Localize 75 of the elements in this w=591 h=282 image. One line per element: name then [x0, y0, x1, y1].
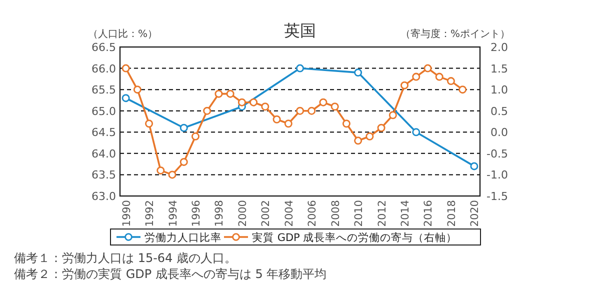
point	[296, 106, 304, 115]
y2-tick-label: -1.0	[486, 168, 508, 182]
point	[319, 98, 328, 106]
y2-tick-label: -1.5	[486, 190, 508, 203]
point	[412, 128, 420, 136]
point	[168, 170, 176, 179]
point	[122, 64, 130, 72]
y-tick-label: 63.0	[92, 190, 116, 203]
point	[342, 120, 350, 128]
y2-tick-label: -0.5	[486, 147, 508, 160]
y2-tick-label: 1.5	[490, 62, 508, 76]
point	[238, 98, 246, 106]
text: 備考２：労働の実質 GDP 成長率への寄与は 5 年移動平均	[14, 267, 327, 281]
point	[214, 90, 223, 98]
x-tick-label: 2018	[446, 200, 458, 227]
y2-tick-label: 0.5	[490, 104, 508, 118]
x-tick-label: 2004	[283, 200, 296, 227]
point	[272, 115, 281, 124]
y-tick-label: 66.5	[92, 41, 116, 54]
y2-tick-label: 0.0	[490, 126, 508, 140]
chart-title: 英国	[284, 21, 316, 40]
point	[296, 64, 304, 72]
y2-tick-label: 1.0	[490, 84, 508, 97]
y-tick-label: 64.0	[92, 147, 116, 160]
y2-axis-title: （寄与度：%ポイント）	[400, 28, 510, 40]
point	[400, 81, 409, 90]
x-tick-label: 2020	[469, 200, 482, 227]
point	[133, 86, 142, 94]
x-tick-label: 2014	[400, 200, 412, 227]
point	[354, 136, 362, 145]
y-tick-label: 63.5	[92, 168, 116, 182]
y-tick-label: 65.0	[92, 104, 116, 118]
point	[284, 120, 292, 128]
point	[203, 106, 212, 115]
x-tick-label: 2006	[306, 200, 319, 227]
y-tick-label: 64.5	[92, 126, 116, 140]
x-tick-label: 2012	[376, 200, 388, 227]
point	[366, 132, 374, 140]
y-axis-title: （人口比：%）	[88, 28, 158, 40]
point	[156, 166, 165, 174]
x-tick-label: 1998	[214, 200, 226, 227]
point	[261, 102, 270, 111]
x-tick-label: 2010	[353, 200, 366, 227]
x-tick-label: 2002	[260, 200, 272, 227]
point	[412, 72, 420, 81]
point	[145, 120, 154, 128]
x-tick-label: 2000	[236, 200, 249, 227]
point	[435, 72, 444, 81]
x-tick-label: 1992	[144, 200, 156, 227]
point	[354, 68, 362, 77]
text: 備考１：労働力人口は 15-64 歳の人口。	[14, 251, 236, 265]
point	[180, 124, 188, 132]
point	[122, 94, 130, 102]
x-tick-label: 2008	[330, 200, 342, 227]
y-tick-label: 65.5	[92, 84, 116, 97]
x-tick-label: 1996	[190, 200, 202, 227]
point	[330, 102, 339, 111]
point	[250, 98, 258, 106]
point	[424, 64, 432, 72]
point	[388, 111, 397, 120]
point	[308, 106, 316, 115]
x-tick-label: 1990	[120, 200, 133, 227]
x-tick-label: 2016	[422, 200, 435, 227]
point	[470, 162, 478, 170]
point	[180, 158, 188, 166]
y2-tick-label: 2.0	[490, 41, 508, 54]
x-tick-label: 1994	[167, 200, 180, 227]
point	[458, 86, 467, 94]
y-tick-label: 66.0	[92, 62, 116, 76]
legend-label: 実質 GDP 成長率への労働の寄与（右軸）	[252, 231, 458, 244]
point	[191, 132, 200, 140]
legend-label: 労働力人口比率	[144, 231, 222, 244]
point	[226, 90, 234, 98]
point	[377, 124, 386, 132]
point	[446, 77, 455, 86]
